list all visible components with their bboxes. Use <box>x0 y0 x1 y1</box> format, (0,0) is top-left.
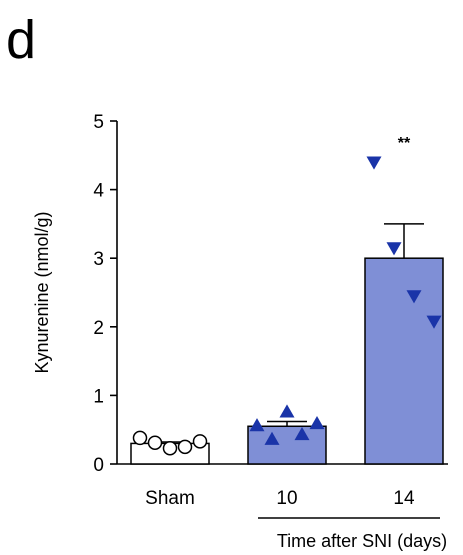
y-tick-label-5: 5 <box>93 112 104 133</box>
point-10-3 <box>294 427 310 441</box>
point-Sham-3 <box>177 439 193 455</box>
y-tick-label-1: 1 <box>93 386 104 407</box>
point-14-2 <box>406 290 422 304</box>
point-10-0 <box>249 418 265 432</box>
y-tick-label-3: 3 <box>93 249 104 270</box>
bar-14 <box>364 257 444 465</box>
point-Sham-4 <box>192 434 208 449</box>
point-10-2 <box>279 404 295 418</box>
point-14-0 <box>366 156 382 170</box>
plot-area: 0 1 2 3 4 5 Sham 10 14 ** <box>93 112 448 519</box>
y-tick-label-0: 0 <box>93 455 104 476</box>
x-tick-label-10: 10 <box>276 488 297 509</box>
point-Sham-0 <box>132 430 148 446</box>
significance-annotation: ** <box>398 135 411 152</box>
point-14-3 <box>426 315 442 329</box>
x-axis-title: Time after SNI (days) <box>277 531 447 551</box>
x-tick-label-14: 14 <box>393 488 415 509</box>
y-tick-label-2: 2 <box>93 318 104 339</box>
y-axis-title: Kynurenine (nmol/g) <box>32 211 52 373</box>
point-10-1 <box>264 431 280 445</box>
bar-10 <box>247 425 327 465</box>
point-Sham-2 <box>162 440 178 456</box>
point-14-1 <box>386 242 402 256</box>
point-10-4 <box>309 416 325 430</box>
x-tick-label-Sham: Sham <box>145 488 195 509</box>
point-Sham-1 <box>147 435 163 450</box>
panel-label: d <box>6 10 36 70</box>
y-tick-label-4: 4 <box>93 181 104 202</box>
